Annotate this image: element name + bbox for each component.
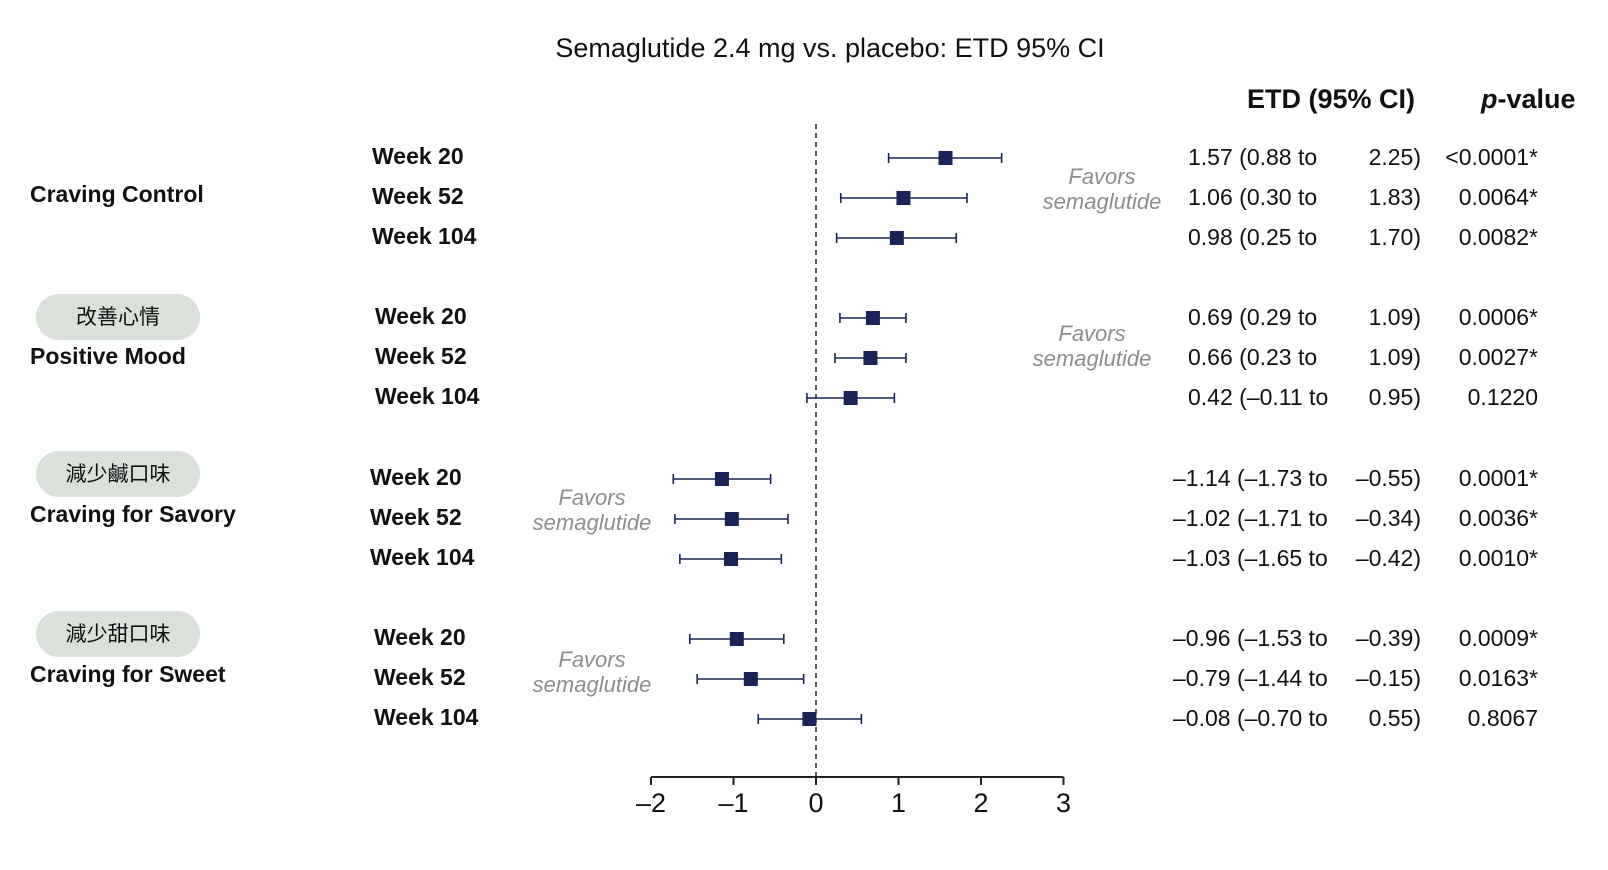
etd-ci-upper: 1.70) (1368, 224, 1421, 250)
etd-point-marker (714, 472, 729, 486)
p-value: 0.0064* (1458, 184, 1538, 210)
outcome-badge: 減少甜口味 (36, 611, 200, 657)
etd-ci-upper: 1.83) (1368, 184, 1421, 210)
outcome-badge: 改善心情 (36, 294, 200, 340)
p-value: <0.0001* (1445, 144, 1538, 170)
etd-ci-lower: 0.42 (–0.11 to (1188, 384, 1329, 410)
outcome-label: Positive Mood (30, 343, 186, 369)
etd-point-marker (865, 311, 880, 325)
week-label: Week 104 (375, 383, 480, 409)
etd-ci-upper: –0.34) (1355, 505, 1421, 531)
x-tick-label: 1 (891, 788, 906, 818)
week-label: Week 20 (375, 303, 467, 329)
outcome-label: Craving Control (30, 181, 204, 207)
p-value: 0.0006* (1458, 304, 1538, 330)
week-label: Week 52 (375, 343, 467, 369)
week-label: Week 20 (372, 143, 464, 169)
etd-ci-upper: 2.25) (1368, 144, 1421, 170)
etd-point-marker (843, 391, 858, 405)
etd-ci-lower: –0.96 (–1.53 to (1173, 625, 1328, 651)
etd-ci-upper: 0.55) (1368, 705, 1421, 731)
etd-point-marker (889, 231, 904, 245)
etd-ci-upper: –0.42) (1355, 545, 1421, 571)
x-tick-label: –2 (636, 788, 666, 818)
etd-ci-lower: –1.03 (–1.65 to (1173, 545, 1328, 571)
favors-semaglutide-label: Favors (1068, 164, 1135, 189)
etd-ci-lower: 0.66 (0.23 to (1188, 344, 1318, 370)
outcome-label: Craving for Savory (30, 501, 236, 527)
week-label: Week 52 (370, 504, 462, 530)
etd-ci-upper: –0.55) (1355, 465, 1421, 491)
x-tick-label: 0 (808, 788, 823, 818)
week-label: Week 20 (374, 624, 466, 650)
p-value: 0.8067 (1467, 705, 1538, 731)
etd-ci-lower: 0.98 (0.25 to (1188, 224, 1318, 250)
etd-column-header: ETD (95% CI) (1247, 84, 1416, 114)
p-value: 0.0009* (1458, 625, 1538, 651)
week-label: Week 52 (374, 664, 466, 690)
favors-semaglutide-label: Favors (558, 647, 625, 672)
favors-semaglutide-label: semaglutide (533, 510, 652, 535)
p-suffix: -value (1497, 84, 1576, 114)
etd-point-marker (743, 672, 758, 686)
etd-ci-lower: 1.06 (0.30 to (1188, 184, 1318, 210)
favors-semaglutide-label: Favors (558, 485, 625, 510)
etd-point-marker (863, 351, 878, 365)
etd-ci-lower: –0.08 (–0.70 to (1173, 705, 1328, 731)
p-value: 0.1220 (1467, 384, 1538, 410)
p-value: 0.0036* (1458, 505, 1538, 531)
etd-point-marker (724, 512, 739, 526)
chart-title: Semaglutide 2.4 mg vs. placebo: ETD 95% … (555, 33, 1105, 63)
outcome-label: Craving for Sweet (30, 661, 226, 687)
favors-semaglutide-label: semaglutide (533, 672, 652, 697)
p-value: 0.0010* (1458, 545, 1538, 571)
week-label: Week 104 (370, 544, 475, 570)
week-label: Week 20 (370, 464, 462, 490)
p-value: 0.0082* (1458, 224, 1538, 250)
favors-semaglutide-label: Favors (1058, 321, 1125, 346)
etd-point-marker (724, 552, 739, 566)
etd-point-marker (729, 632, 744, 646)
etd-ci-upper: –0.39) (1355, 625, 1421, 651)
week-label: Week 104 (374, 704, 479, 730)
outcome-badge: 減少鹹口味 (36, 451, 200, 497)
etd-ci-lower: 1.57 (0.88 to (1188, 144, 1318, 170)
etd-ci-lower: –0.79 (–1.44 to (1173, 665, 1328, 691)
etd-ci-upper: 1.09) (1368, 344, 1421, 370)
etd-ci-upper: 0.95) (1368, 384, 1421, 410)
favors-semaglutide-label: semaglutide (1033, 346, 1152, 371)
etd-point-marker (938, 151, 953, 165)
p-italic: p (1481, 84, 1498, 114)
etd-point-marker (802, 712, 817, 726)
x-tick-label: –1 (718, 788, 748, 818)
etd-ci-lower: 0.69 (0.29 to (1188, 304, 1318, 330)
favors-semaglutide-label: semaglutide (1043, 189, 1162, 214)
x-tick-label: 3 (1056, 788, 1071, 818)
week-label: Week 104 (372, 223, 477, 249)
x-tick-label: 2 (973, 788, 988, 818)
etd-ci-upper: 1.09) (1368, 304, 1421, 330)
week-label: Week 52 (372, 183, 464, 209)
p-value-column-header: p-value (1481, 84, 1576, 115)
etd-point-marker (896, 191, 911, 205)
p-value: 0.0001* (1458, 465, 1538, 491)
etd-ci-lower: –1.02 (–1.71 to (1173, 505, 1328, 531)
etd-ci-upper: –0.15) (1355, 665, 1421, 691)
p-value: 0.0163* (1458, 665, 1538, 691)
etd-ci-lower: –1.14 (–1.73 to (1173, 465, 1328, 491)
p-value: 0.0027* (1458, 344, 1538, 370)
